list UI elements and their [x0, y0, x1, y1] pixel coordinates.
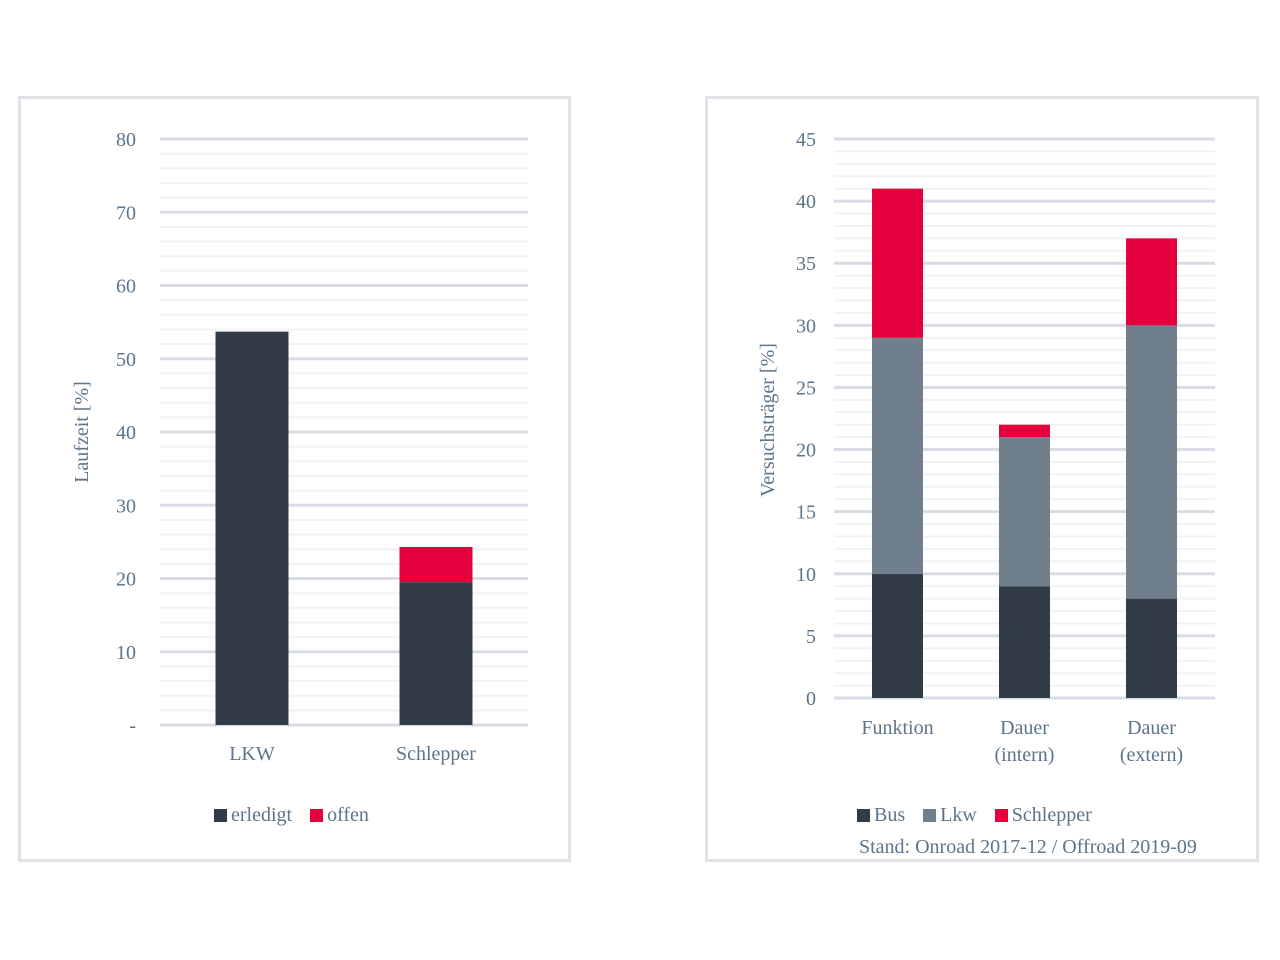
versuchstraeger-y-tick-label: 40 [796, 191, 816, 213]
versuchstraeger-y-tick-label: 0 [806, 688, 816, 710]
laufzeit-category-label: Schlepper [396, 743, 476, 765]
versuchstraeger-y-tick-label: 10 [796, 564, 816, 586]
chart-panel-laufzeit [18, 96, 571, 862]
laufzeit-y-tick-label: 10 [116, 642, 136, 664]
footnote-stand: Stand: Onroad 2017-12 / Offroad 2019-09 [859, 836, 1197, 858]
laufzeit-category-label: LKW [229, 743, 275, 765]
legend-versuchstraeger: Bus Lkw Schlepper [857, 804, 1092, 827]
versuchstraeger-bar-bus-1 [999, 586, 1050, 698]
laufzeit-bar-erledigt-0 [215, 331, 289, 725]
laufzeit-y-tick-label: 50 [116, 349, 136, 371]
legend-swatch [857, 809, 870, 822]
legend-swatch [214, 809, 227, 822]
laufzeit-y-tick-label: 40 [116, 422, 136, 444]
laufzeit-y-tick-label: 20 [116, 569, 136, 591]
legend-label: erledigt [231, 804, 293, 826]
legend-item-lkw: Lkw [923, 804, 977, 827]
versuchstraeger-bar-lkw-1 [999, 437, 1050, 587]
versuchstraeger-y-tick-label: 30 [796, 315, 816, 337]
versuchstraeger-bar-bus-0 [872, 573, 923, 698]
versuchstraeger-bar-schlepper-1 [999, 424, 1050, 438]
legend-laufzeit: erledigt offen [214, 804, 369, 827]
versuchstraeger-category-label: Dauer [1000, 717, 1049, 739]
versuchstraeger-bar-schlepper-2 [1126, 238, 1177, 326]
laufzeit-bar-offen-1 [399, 547, 473, 583]
laufzeit-y-tick-label: 60 [116, 276, 136, 298]
legend-label: Lkw [940, 804, 977, 826]
laufzeit-y-tick-label: 30 [116, 495, 136, 517]
versuchstraeger-y-tick-label: 25 [796, 377, 816, 399]
laufzeit-y-tick-label: - [129, 715, 136, 737]
legend-label: offen [327, 804, 369, 826]
versuchstraeger-bar-bus-2 [1126, 598, 1177, 698]
legend-swatch [923, 809, 937, 822]
versuchstraeger-y-tick-label: 5 [806, 626, 816, 648]
legend-swatch [994, 809, 1008, 822]
versuchstraeger-bar-lkw-0 [872, 337, 923, 574]
legend-label: Bus [874, 804, 906, 826]
legend-label: Schlepper [1011, 804, 1092, 826]
versuchstraeger-y-axis-label: Versuchsträger [%] [757, 343, 779, 497]
versuchstraeger-y-tick-label: 35 [796, 253, 816, 275]
versuchstraeger-bar-schlepper-0 [872, 188, 923, 338]
legend-item-offen: offen [310, 804, 369, 827]
laufzeit-bar-erledigt-1 [399, 582, 473, 725]
versuchstraeger-bar-lkw-2 [1126, 325, 1177, 599]
laufzeit-y-tick-label: 80 [116, 129, 136, 151]
legend-item-erledigt: erledigt [214, 804, 292, 827]
versuchstraeger-y-tick-label: 45 [796, 129, 816, 151]
versuchstraeger-category-label: Funktion [861, 717, 933, 739]
versuchstraeger-y-tick-label: 15 [796, 502, 816, 524]
laufzeit-y-tick-label: 70 [116, 202, 136, 224]
legend-item-schlepper: Schlepper [994, 804, 1092, 827]
legend-item-bus: Bus [857, 804, 905, 827]
versuchstraeger-category-label: (extern) [1120, 744, 1183, 766]
versuchstraeger-category-label: (intern) [995, 744, 1055, 766]
legend-swatch [310, 809, 324, 822]
versuchstraeger-category-label: Dauer [1127, 717, 1176, 739]
laufzeit-y-axis-label: Laufzeit [%] [71, 381, 93, 483]
versuchstraeger-y-tick-label: 20 [796, 440, 816, 462]
